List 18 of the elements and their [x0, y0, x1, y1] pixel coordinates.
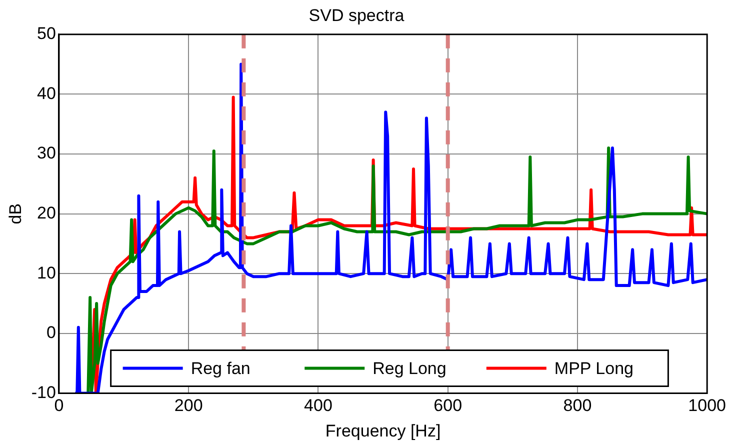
y-tick-label: 40	[37, 84, 56, 103]
y-tick-label: 30	[37, 144, 56, 163]
y-tick-label: 10	[37, 263, 56, 282]
legend-label: MPP Long	[554, 358, 634, 378]
chart-title: SVD spectra	[308, 6, 405, 25]
y-tick-label: 50	[37, 24, 56, 44]
x-tick-label: 200	[174, 396, 203, 416]
y-axis-title: dB	[6, 203, 25, 224]
y-tick-label: 0	[46, 323, 56, 342]
y-tick-label: -10	[31, 382, 56, 402]
x-tick-label: 600	[434, 396, 462, 416]
legend-label: Reg fan	[190, 358, 250, 378]
x-tick-label: 800	[563, 396, 592, 416]
x-tick-label: 1000	[688, 396, 726, 416]
x-tick-label: 400	[304, 396, 332, 416]
y-tick-label: 20	[37, 203, 56, 222]
legend-label: Reg Long	[372, 358, 446, 378]
x-axis-title: Frequency [Hz]	[325, 421, 441, 440]
